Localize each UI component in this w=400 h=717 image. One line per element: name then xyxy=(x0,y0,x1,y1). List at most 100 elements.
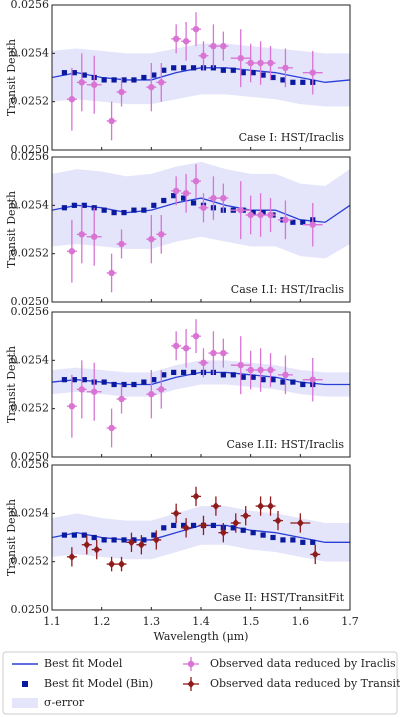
binned-point xyxy=(190,65,197,71)
legend-box xyxy=(2,651,398,715)
observed-point xyxy=(220,194,227,202)
binned-point xyxy=(141,207,147,213)
binned-point xyxy=(81,202,87,208)
binned-point xyxy=(101,537,107,543)
observed-point xyxy=(257,366,264,374)
observed-point xyxy=(182,345,190,352)
binned-point xyxy=(71,377,77,383)
observed-point xyxy=(68,403,76,410)
y-tick-label: 0.0254 xyxy=(11,506,50,519)
binned-point xyxy=(250,530,256,536)
binned-point xyxy=(111,381,117,388)
observed-point xyxy=(242,511,250,520)
case-annotation: Case I.II: HST/Iraclis xyxy=(226,438,344,451)
observed-point xyxy=(108,424,115,432)
observed-point xyxy=(127,538,135,547)
binned-point xyxy=(220,67,226,73)
binned-point xyxy=(290,79,296,85)
case-annotation: Case II: HST/TransitFit xyxy=(214,591,345,604)
binned-point xyxy=(131,207,137,213)
binned-point xyxy=(101,379,107,385)
observed-point xyxy=(148,390,155,398)
binned-point xyxy=(250,209,256,216)
observed-point xyxy=(118,395,125,403)
y-tick-label: 0.0252 xyxy=(11,95,50,108)
observed-point xyxy=(68,248,76,255)
binned-point xyxy=(121,381,127,388)
observed-point xyxy=(212,502,220,511)
binned-point xyxy=(290,537,296,543)
observed-point xyxy=(68,96,76,103)
binned-point xyxy=(260,532,266,538)
observed-point xyxy=(311,550,319,559)
observed-point xyxy=(172,509,180,518)
x-tick-label: 1.3 xyxy=(143,615,161,628)
observed-point xyxy=(200,204,207,211)
binned-point xyxy=(190,369,197,376)
binned-point xyxy=(210,522,217,529)
binned-point xyxy=(260,72,266,78)
observed-point xyxy=(78,231,86,238)
observed-point xyxy=(219,528,227,537)
observed-point xyxy=(210,194,217,202)
binned-point xyxy=(250,70,256,76)
observed-point xyxy=(199,521,207,530)
observed-point xyxy=(108,269,115,277)
binned-point xyxy=(131,381,137,388)
y-tick-label: 0.0252 xyxy=(11,402,50,415)
y-tick-label: 0.0256 xyxy=(11,458,50,471)
observed-point xyxy=(309,376,316,383)
binned-point xyxy=(240,70,246,76)
binned-point xyxy=(101,207,107,213)
observed-point xyxy=(172,35,180,43)
binned-point xyxy=(181,522,187,529)
observed-point xyxy=(210,349,217,357)
y-axis-label: Transit Depth xyxy=(5,346,18,423)
observed-point xyxy=(282,64,289,72)
observed-point xyxy=(118,240,125,248)
binned-point xyxy=(101,77,107,83)
binned-point xyxy=(230,372,236,378)
y-tick-label: 0.0254 xyxy=(11,46,50,59)
y-axis-label: Transit Depth xyxy=(5,39,18,116)
binned-point xyxy=(71,202,77,208)
y-tick-label: 0.0250 xyxy=(11,143,50,156)
y-tick-label: 0.0252 xyxy=(11,247,50,260)
binned-point xyxy=(161,67,167,73)
binned-point xyxy=(121,209,127,216)
legend-label: Observed data reduced by TransitFit xyxy=(210,677,400,690)
binned-point xyxy=(121,77,127,83)
observed-point xyxy=(200,52,207,59)
y-axis-label: Transit Depth xyxy=(5,499,18,576)
observed-point xyxy=(267,59,274,67)
binned-point xyxy=(81,377,87,383)
observed-point xyxy=(220,349,227,357)
x-tick-label: 1.5 xyxy=(242,615,260,628)
observed-point xyxy=(91,81,98,88)
binned-point xyxy=(151,377,157,383)
observed-point xyxy=(257,502,265,511)
observed-point xyxy=(148,235,155,243)
legend-band xyxy=(12,698,38,708)
legend-marker xyxy=(187,660,195,668)
binned-point xyxy=(81,532,87,538)
binned-point xyxy=(141,537,147,543)
binned-point xyxy=(141,74,147,81)
y-tick-label: 0.0252 xyxy=(11,555,50,568)
observed-point xyxy=(192,332,200,340)
observed-point xyxy=(108,560,116,569)
observed-point xyxy=(158,79,165,86)
binned-point xyxy=(270,534,276,541)
binned-point xyxy=(280,77,286,83)
observed-point xyxy=(247,366,254,374)
binned-point xyxy=(270,74,276,81)
binned-point xyxy=(181,369,187,376)
observed-point xyxy=(137,540,145,549)
observed-point xyxy=(78,386,86,393)
observed-point xyxy=(172,342,180,350)
observed-point xyxy=(267,502,275,511)
observed-point xyxy=(309,69,316,76)
observed-point xyxy=(152,535,160,544)
observed-point xyxy=(309,221,316,228)
